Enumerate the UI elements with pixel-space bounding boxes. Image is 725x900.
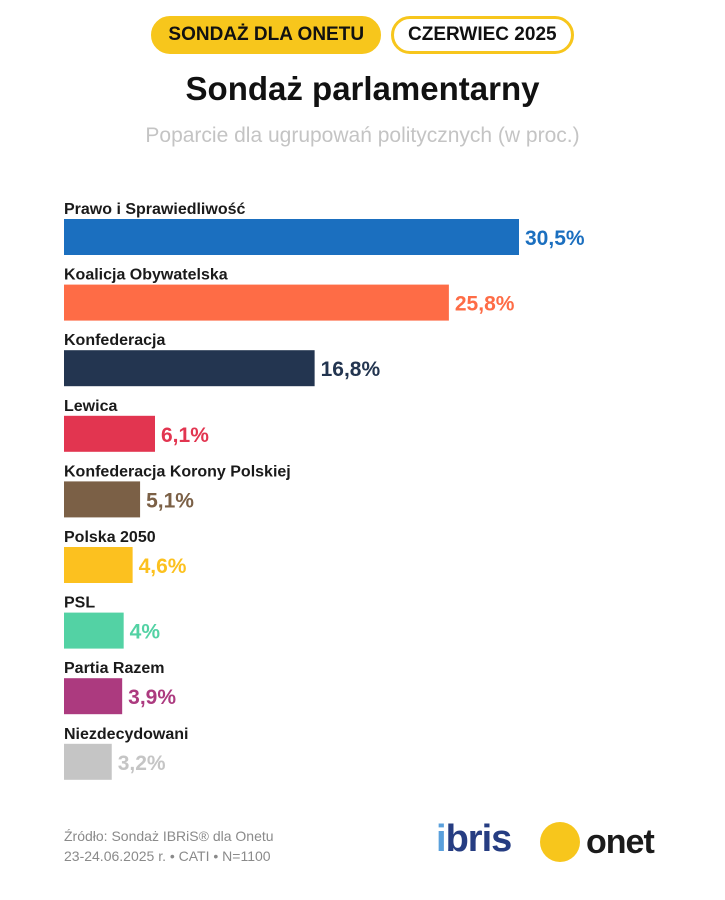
value-label: 25,8% — [455, 293, 515, 316]
bar — [64, 678, 123, 715]
source-line-1: Źródło: Sondaż IBRiS® dla Onetu — [64, 828, 274, 844]
category-label: Lewica — [64, 398, 117, 415]
badge-date: CZERWIEC 2025 — [391, 16, 574, 54]
value-label: 4% — [130, 621, 161, 644]
value-label: 3,9% — [128, 686, 176, 709]
header-badges: SONDAŻ DLA ONETU CZERWIEC 2025 — [0, 16, 725, 54]
onet-logo-text: onet — [586, 822, 655, 861]
bar — [64, 743, 112, 780]
bar — [64, 415, 155, 452]
bar — [64, 350, 315, 387]
category-label: PSL — [64, 595, 95, 612]
ibris-logo: ibris — [436, 818, 513, 861]
category-label: Prawo i Sprawiedliwość — [64, 201, 245, 218]
category-label: Niezdecydowani — [64, 726, 188, 743]
value-label: 16,8% — [321, 358, 381, 381]
bar-chart: Prawo i Sprawiedliwość 30,5% Koalicja Obyw… — [64, 201, 585, 780]
category-label: Polska 2050 — [64, 529, 156, 546]
source-line-2: 23-24.06.2025 r. • CATI • N=1100 — [64, 848, 271, 864]
badge-source: SONDAŻ DLA ONETU — [151, 16, 382, 54]
category-label: Koalicja Obywatelska — [64, 267, 228, 284]
ibris-logo-i: i — [436, 818, 447, 860]
onet-logo: onet — [540, 820, 655, 864]
chart-subtitle: Poparcie dla ugrupowań politycznych (w p… — [145, 124, 580, 147]
bar — [64, 612, 124, 649]
category-label: Partia Razem — [64, 660, 165, 677]
value-label: 4,6% — [139, 555, 187, 578]
category-label: Konfederacja Korony Polskiej — [64, 463, 291, 480]
onet-logo-circle-icon — [540, 822, 580, 862]
bar — [64, 219, 519, 255]
category-label: Konfederacja — [64, 332, 165, 349]
bar — [64, 284, 449, 321]
value-label: 3,2% — [118, 752, 166, 775]
source-note: Źródło: Sondaż IBRiS® dla Onetu 23-24.06… — [64, 826, 274, 866]
ibris-logo-text: bris — [445, 818, 513, 860]
value-label: 6,1% — [161, 424, 209, 447]
chart-title: Sondaż parlamentarny — [185, 70, 540, 107]
value-label: 5,1% — [146, 489, 194, 512]
bar — [64, 547, 133, 583]
value-label: 30,5% — [525, 227, 585, 250]
bar — [64, 481, 141, 518]
